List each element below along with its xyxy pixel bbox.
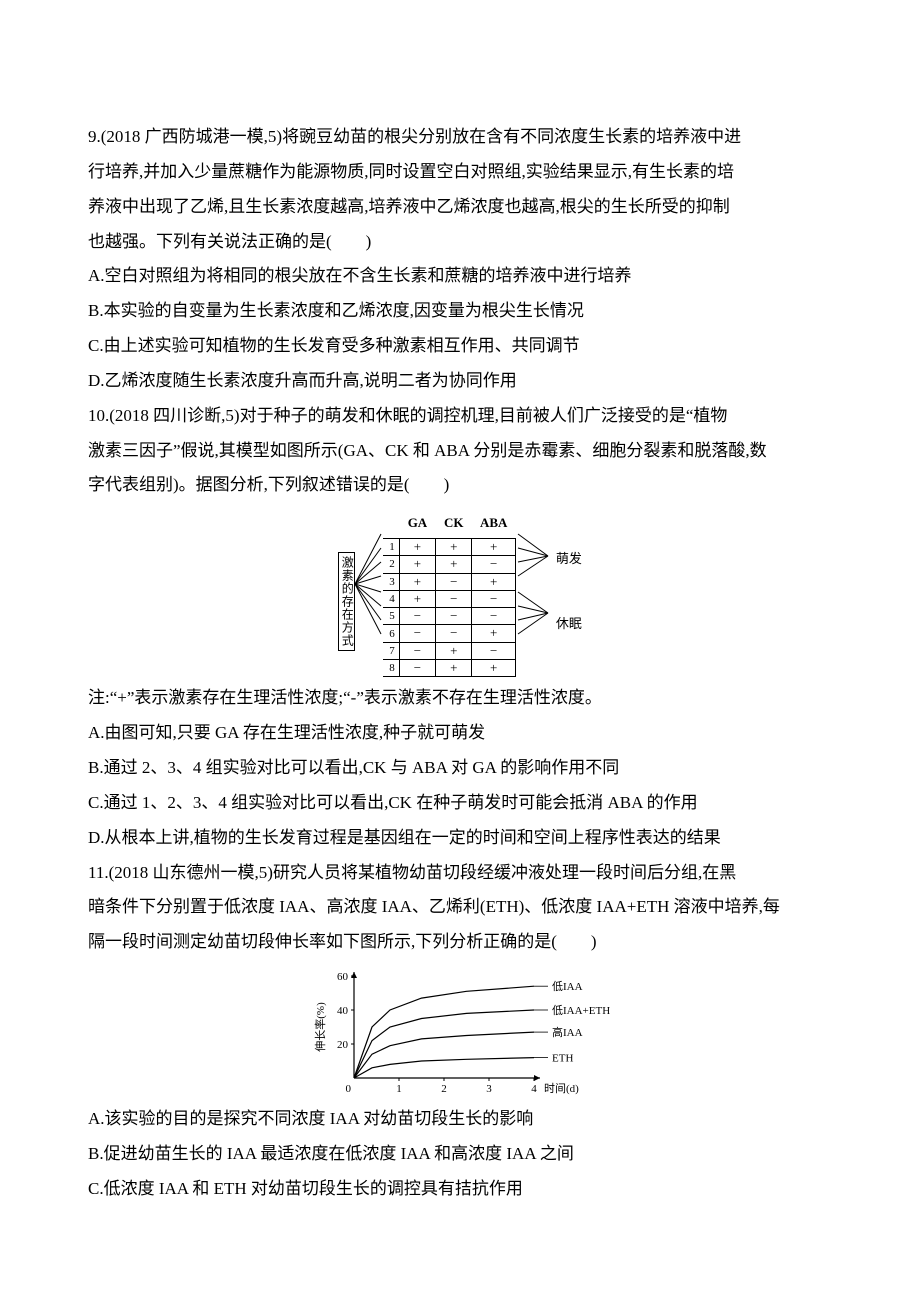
cell: − bbox=[436, 573, 472, 590]
svg-text:低IAA+ETH: 低IAA+ETH bbox=[552, 1004, 610, 1017]
q11-option-b: B.促进幼苗生长的 IAA 最适浓度在低浓度 IAA 和高浓度 IAA 之间 bbox=[88, 1137, 832, 1172]
row-num: 1 bbox=[383, 538, 399, 555]
cell: − bbox=[399, 642, 435, 659]
row-num: 2 bbox=[383, 556, 399, 573]
q11-option-c: C.低浓度 IAA 和 ETH 对幼苗切段生长的调控具有拮抗作用 bbox=[88, 1172, 832, 1207]
cell: + bbox=[399, 590, 435, 607]
cell: − bbox=[436, 590, 472, 607]
svg-text:3: 3 bbox=[486, 1083, 492, 1095]
cell: − bbox=[436, 625, 472, 642]
exam-page: 9.(2018 广西防城港一模,5)将豌豆幼苗的根尖分别放在含有不同浓度生长素的… bbox=[0, 0, 920, 1302]
hormone-left-label: 激素的存在方式 bbox=[338, 552, 355, 651]
line-chart-svg: 20406012340伸长率(%)时间(d)低IAA低IAA+ETH高IAAET… bbox=[310, 968, 610, 1098]
cell: − bbox=[436, 608, 472, 625]
cell: + bbox=[399, 573, 435, 590]
q10-note: 注:“+”表示激素存在生理活性浓度;“-”表示激素不存在生理活性浓度。 bbox=[88, 681, 832, 716]
svg-text:伸长率(%): 伸长率(%) bbox=[313, 1002, 327, 1052]
svg-text:ETH: ETH bbox=[552, 1053, 573, 1065]
row-num: 5 bbox=[383, 608, 399, 625]
q11-option-a: A.该实验的目的是探究不同浓度 IAA 对幼苗切段生长的影响 bbox=[88, 1102, 832, 1137]
q9-stem-line1: 9.(2018 广西防城港一模,5)将豌豆幼苗的根尖分别放在含有不同浓度生长素的… bbox=[88, 120, 832, 155]
cell: + bbox=[436, 556, 472, 573]
q10-option-d: D.从根本上讲,植物的生长发育过程是基因组在一定的时间和空间上程序性表达的结果 bbox=[88, 821, 832, 856]
cell: + bbox=[399, 538, 435, 555]
cell: − bbox=[399, 625, 435, 642]
cell: − bbox=[472, 608, 515, 625]
cell: + bbox=[472, 625, 515, 642]
left-connectors bbox=[355, 509, 383, 659]
cell: − bbox=[472, 590, 515, 607]
q10-stem-line2: 激素三因子”假说,其模型如图所示(GA、CK 和 ABA 分别是赤霉素、细胞分裂… bbox=[88, 434, 832, 469]
label-germinate: 萌发 bbox=[556, 546, 582, 573]
q10-option-c: C.通过 1、2、3、4 组实验对比可以看出,CK 在种子萌发时可能会抵消 AB… bbox=[88, 786, 832, 821]
q9-option-d: D.乙烯浓度随生长素浓度升高而升高,说明二者为协同作用 bbox=[88, 364, 832, 399]
col-ga: GA bbox=[399, 509, 435, 538]
svg-text:2: 2 bbox=[441, 1083, 447, 1095]
q10-stem-line1: 10.(2018 四川诊断,5)对于种子的萌发和休眠的调控机理,目前被人们广泛接… bbox=[88, 399, 832, 434]
row-num: 8 bbox=[383, 660, 399, 677]
cell: + bbox=[436, 660, 472, 677]
cell: + bbox=[472, 660, 515, 677]
svg-text:0: 0 bbox=[346, 1083, 352, 1095]
row-num: 3 bbox=[383, 573, 399, 590]
svg-text:1: 1 bbox=[396, 1083, 402, 1095]
col-aba: ABA bbox=[472, 509, 515, 538]
cell: − bbox=[472, 642, 515, 659]
hormone-table: GA CK ABA 1+++ 2++− 3+−+ 4+−− 5−−− 6−−+ … bbox=[383, 509, 516, 677]
svg-text:4: 4 bbox=[531, 1083, 537, 1095]
q10-option-a: A.由图可知,只要 GA 存在生理活性浓度,种子就可萌发 bbox=[88, 716, 832, 751]
q9-option-c: C.由上述实验可知植物的生长发育受多种激素相互作用、共同调节 bbox=[88, 329, 832, 364]
col-ck: CK bbox=[436, 509, 472, 538]
cell: + bbox=[399, 556, 435, 573]
svg-text:时间(d): 时间(d) bbox=[544, 1082, 579, 1095]
cell: + bbox=[436, 642, 472, 659]
q10-stem-line3: 字代表组别)。据图分析,下列叙述错误的是( ) bbox=[88, 468, 832, 503]
cell: − bbox=[472, 556, 515, 573]
label-dormant: 休眠 bbox=[556, 611, 582, 638]
row-num: 7 bbox=[383, 642, 399, 659]
q11-stem-line1: 11.(2018 山东德州一模,5)研究人员将某植物幼苗切段经缓冲液处理一段时间… bbox=[88, 856, 832, 891]
svg-text:低IAA: 低IAA bbox=[552, 980, 583, 993]
cell: + bbox=[472, 573, 515, 590]
cell: + bbox=[436, 538, 472, 555]
q11-stem-line2: 暗条件下分别置于低浓度 IAA、高浓度 IAA、乙烯利(ETH)、低浓度 IAA… bbox=[88, 890, 832, 925]
hormone-diagram: 激素的存在方式 GA CK ABA 1+++ 2+ bbox=[88, 509, 832, 677]
q9-option-a: A.空白对照组为将相同的根尖放在不含生长素和蔗糖的培养液中进行培养 bbox=[88, 259, 832, 294]
cell: − bbox=[399, 660, 435, 677]
svg-text:高IAA: 高IAA bbox=[552, 1025, 583, 1039]
q9-option-b: B.本实验的自变量为生长素浓度和乙烯浓度,因变量为根尖生长情况 bbox=[88, 294, 832, 329]
cell: − bbox=[399, 608, 435, 625]
cell: + bbox=[472, 538, 515, 555]
right-connectors bbox=[516, 509, 556, 659]
row-num: 6 bbox=[383, 625, 399, 642]
q9-stem-line2: 行培养,并加入少量蔗糖作为能源物质,同时设置空白对照组,实验结果显示,有生长素的… bbox=[88, 155, 832, 190]
svg-text:20: 20 bbox=[337, 1039, 349, 1051]
q10-option-b: B.通过 2、3、4 组实验对比可以看出,CK 与 ABA 对 GA 的影响作用… bbox=[88, 751, 832, 786]
svg-text:40: 40 bbox=[337, 1005, 349, 1017]
row-num: 4 bbox=[383, 590, 399, 607]
q11-stem-line3: 隔一段时间测定幼苗切段伸长率如下图所示,下列分析正确的是( ) bbox=[88, 925, 832, 960]
elongation-chart: 20406012340伸长率(%)时间(d)低IAA低IAA+ETH高IAAET… bbox=[88, 968, 832, 1098]
q9-stem-line4: 也越强。下列有关说法正确的是( ) bbox=[88, 225, 832, 260]
svg-text:60: 60 bbox=[337, 971, 349, 983]
q9-stem-line3: 养液中出现了乙烯,且生长素浓度越高,培养液中乙烯浓度也越高,根尖的生长所受的抑制 bbox=[88, 190, 832, 225]
